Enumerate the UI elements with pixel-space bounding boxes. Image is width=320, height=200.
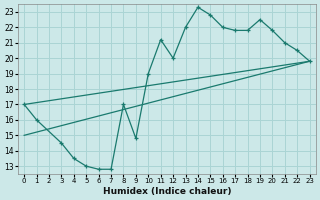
X-axis label: Humidex (Indice chaleur): Humidex (Indice chaleur): [103, 187, 231, 196]
